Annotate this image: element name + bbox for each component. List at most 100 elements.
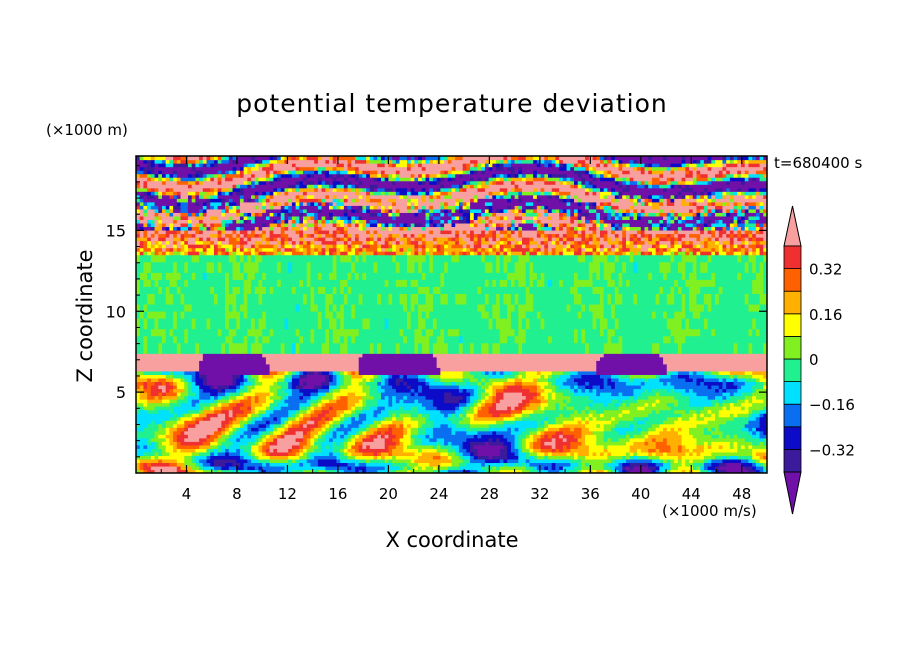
- field-cell: [655, 444, 660, 449]
- field-cell: [603, 448, 608, 453]
- field-cell: [518, 413, 523, 418]
- field-cell: [332, 434, 338, 439]
- field-cell: [711, 423, 716, 428]
- field-cell: [358, 451, 364, 456]
- field-cell: [551, 388, 557, 393]
- field-cell: [711, 458, 716, 464]
- field-cell: [551, 399, 557, 404]
- field-cell: [232, 423, 237, 428]
- field-cell: [202, 391, 208, 397]
- field-cell: [262, 409, 267, 414]
- field-cell: [577, 458, 583, 464]
- field-cell: [677, 388, 683, 393]
- field-cell: [651, 370, 657, 375]
- field-cell: [347, 469, 352, 473]
- field-cell: [295, 427, 300, 432]
- field-cell: [228, 420, 234, 425]
- field-cell: [444, 395, 449, 400]
- field-cell: [366, 441, 371, 446]
- field-cell: [566, 465, 571, 471]
- field-cell: [484, 458, 490, 464]
- field-cell: [592, 441, 597, 446]
- field-cell: [588, 395, 594, 400]
- field-cell: [729, 381, 735, 386]
- field-cell: [496, 458, 501, 464]
- field-cell: [210, 409, 215, 414]
- field-cell: [533, 451, 538, 456]
- field-cell: [221, 423, 226, 428]
- field-cell: [436, 374, 441, 379]
- field-cell: [748, 381, 753, 386]
- field-cell: [603, 420, 608, 425]
- field-cell: [265, 388, 271, 393]
- field-cell: [273, 395, 278, 400]
- field-cell: [269, 430, 274, 435]
- field-cell: [640, 374, 646, 379]
- field-cell: [447, 462, 453, 467]
- field-cell: [752, 469, 757, 473]
- field-cell: [681, 416, 686, 421]
- field-cell: [247, 370, 252, 375]
- field-cell: [466, 381, 471, 386]
- field-cell: [373, 388, 378, 393]
- field-cell: [529, 402, 534, 407]
- field-cell: [202, 374, 208, 379]
- field-cell: [689, 377, 694, 383]
- field-cell: [303, 465, 308, 471]
- field-cell: [429, 370, 434, 375]
- field-cell: [711, 381, 716, 386]
- field-cell: [406, 399, 412, 404]
- field-cell: [332, 416, 338, 421]
- field-cell: [210, 416, 215, 421]
- field-cell: [310, 370, 315, 375]
- field-cell: [206, 430, 211, 435]
- field-cell: [414, 423, 419, 428]
- field-cell: [629, 388, 634, 393]
- field-cell: [347, 437, 352, 442]
- field-cell: [410, 395, 415, 400]
- field-cell: [265, 377, 271, 383]
- field-cell: [403, 391, 408, 397]
- field-cell: [685, 388, 690, 393]
- field-cell: [418, 381, 423, 386]
- field-cell: [644, 441, 649, 446]
- field-cell: [663, 381, 668, 386]
- field-cell: [362, 413, 367, 418]
- field-cell: [236, 370, 241, 375]
- field-cell: [488, 462, 493, 467]
- field-cell: [633, 409, 638, 414]
- field-cell: [310, 367, 315, 372]
- field-cell: [752, 406, 757, 411]
- field-cell: [581, 451, 586, 456]
- field-cell: [303, 402, 308, 407]
- field-cell: [306, 413, 312, 418]
- field-cell: [711, 413, 716, 418]
- field-cell: [262, 465, 267, 471]
- field-cell: [562, 395, 568, 400]
- field-cell: [258, 367, 263, 372]
- field-cell: [514, 423, 519, 428]
- field-cell: [655, 409, 660, 414]
- field-cell: [206, 409, 211, 414]
- field-cell: [199, 399, 204, 404]
- field-cell: [325, 370, 330, 375]
- field-cell: [573, 413, 579, 418]
- field-cell: [581, 409, 586, 414]
- field-cell: [499, 448, 505, 453]
- field-cell: [277, 391, 282, 397]
- field-cell: [217, 462, 222, 467]
- field-cell: [377, 437, 382, 442]
- field-cell: [507, 444, 512, 449]
- field-cell: [729, 395, 735, 400]
- field-cell: [685, 402, 690, 407]
- field-cell: [492, 469, 497, 473]
- field-cell: [399, 455, 404, 460]
- field-cell: [559, 395, 564, 400]
- field-cell: [199, 395, 204, 400]
- field-cell: [343, 441, 349, 446]
- field-cell: [277, 455, 282, 460]
- field-cell: [655, 434, 660, 439]
- field-cell: [306, 430, 312, 435]
- field-cell: [559, 402, 564, 407]
- field-cell: [581, 427, 586, 432]
